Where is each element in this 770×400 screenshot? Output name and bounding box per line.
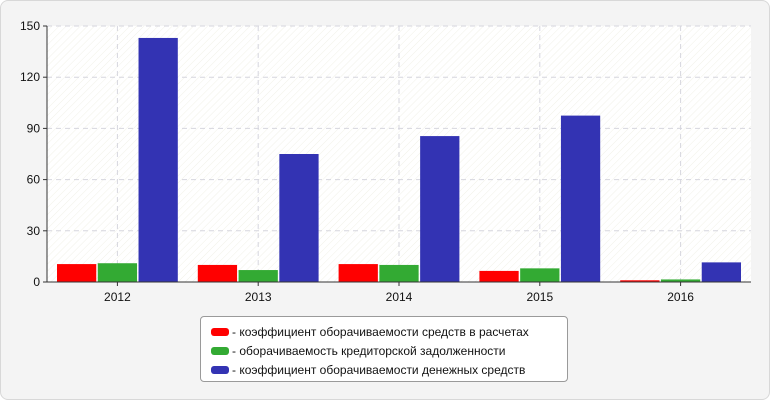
bar-chart: 0 30 60 90 120 150 2012 2013 2014 2015 2016 — [20, 19, 751, 304]
legend-swatch-cash-turnover — [211, 365, 229, 374]
bar-series2-2012 — [138, 37, 178, 282]
bar-series1-2014 — [379, 264, 419, 282]
bar-series0-2015 — [479, 270, 519, 282]
bar-series1-2013 — [238, 270, 278, 282]
x-tick-label-4: 2016 — [667, 290, 694, 304]
legend-label-payables-turnover: - оборачиваемость кредиторской задолженн… — [232, 343, 506, 358]
legend-item-cash-turnover: - коэффициент оборачиваемости денежных с… — [211, 360, 567, 379]
y-tick-label-2: 60 — [27, 173, 41, 187]
bar-series0-2014 — [338, 264, 378, 282]
legend-item-turnover-receivables: - коэффициент оборачиваемости средств в … — [211, 322, 567, 341]
bar-series2-2014 — [420, 136, 460, 282]
x-axis-ticks: 2012 2013 2014 2015 2016 — [104, 282, 694, 304]
bar-series2-2013 — [279, 154, 319, 282]
legend-label-turnover-receivables: - коэффициент оборачиваемости средств в … — [232, 324, 529, 339]
legend: - коэффициент оборачиваемости средств в … — [200, 316, 568, 382]
x-tick-label-0: 2012 — [104, 290, 131, 304]
legend-swatch-turnover-receivables — [211, 327, 229, 336]
bar-series1-2016 — [660, 279, 701, 282]
bar-series0-2013 — [197, 264, 238, 282]
x-tick-label-2: 2014 — [386, 290, 413, 304]
bar-series2-2015 — [560, 115, 601, 282]
legend-swatch-payables-turnover — [211, 346, 229, 355]
bar-series0-2012 — [57, 264, 97, 282]
y-tick-label-5: 150 — [20, 19, 40, 33]
y-tick-label-3: 90 — [27, 121, 41, 135]
y-tick-label-1: 30 — [27, 224, 41, 238]
bar-series2-2016 — [701, 262, 741, 282]
legend-item-payables-turnover: - оборачиваемость кредиторской задолженн… — [211, 341, 567, 360]
bar-series0-2016 — [620, 280, 660, 282]
x-tick-label-3: 2015 — [526, 290, 553, 304]
bar-series1-2015 — [520, 268, 560, 282]
y-tick-label-4: 120 — [20, 70, 40, 84]
y-axis-ticks: 0 30 60 90 120 150 — [20, 19, 47, 289]
legend-label-cash-turnover: - коэффициент оборачиваемости денежных с… — [232, 362, 526, 377]
bar-series1-2012 — [97, 263, 138, 282]
x-tick-label-1: 2013 — [245, 290, 272, 304]
y-tick-label-0: 0 — [33, 275, 40, 289]
bars — [57, 37, 741, 282]
